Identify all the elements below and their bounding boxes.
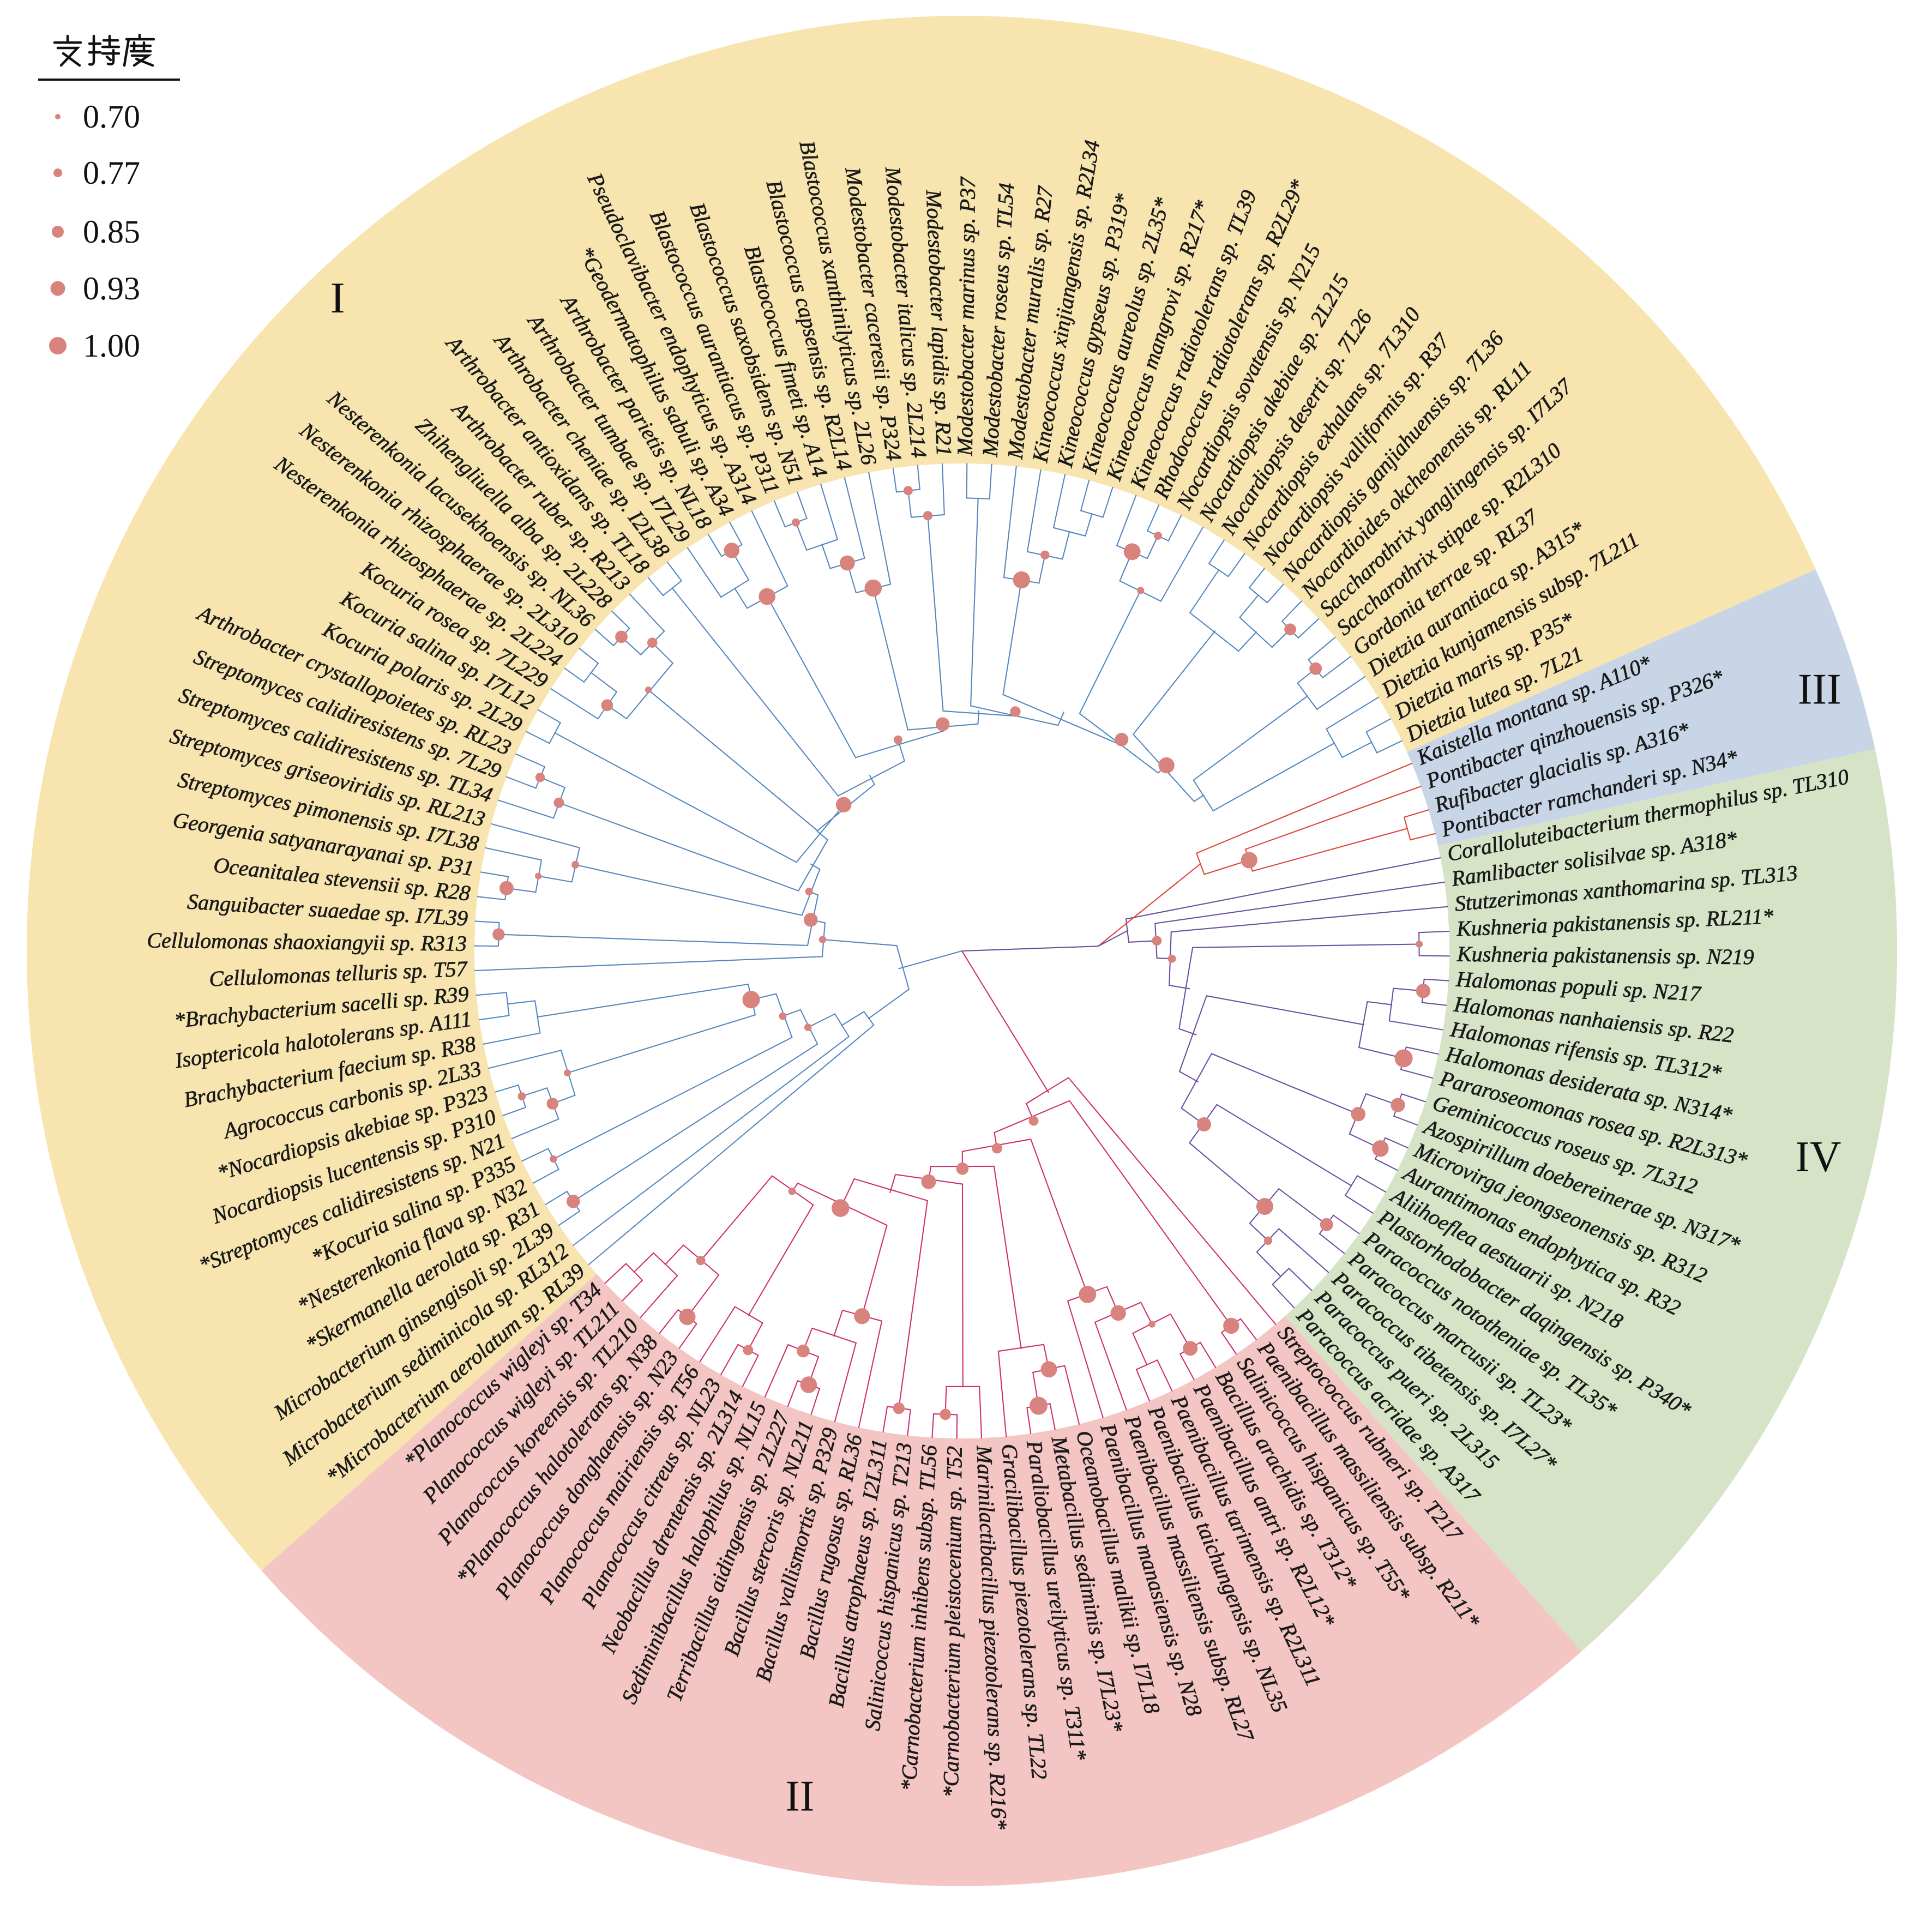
svg-text:0.85: 0.85: [83, 214, 140, 250]
svg-text:III: III: [1798, 666, 1841, 714]
svg-text:0.93: 0.93: [83, 270, 140, 306]
svg-text:*Carnobacterium pleistocenium: *Carnobacterium pleistocenium sp. T52: [938, 1446, 967, 1798]
svg-text:I: I: [330, 274, 345, 322]
svg-text:0.77: 0.77: [83, 155, 140, 191]
svg-text:Kushneria pakistanensis sp. N2: Kushneria pakistanensis sp. N219: [1456, 942, 1754, 969]
svg-text:IV: IV: [1795, 1133, 1841, 1181]
svg-text:Cellulomonas shaoxiangyii sp.: Cellulomonas shaoxiangyii sp. R313: [147, 928, 467, 956]
svg-text:1.00: 1.00: [83, 328, 140, 364]
svg-text:Modestobacter marinus sp. P37: Modestobacter marinus sp. P37: [953, 176, 980, 457]
svg-text:0.70: 0.70: [83, 99, 140, 135]
svg-text:II: II: [785, 1772, 814, 1820]
